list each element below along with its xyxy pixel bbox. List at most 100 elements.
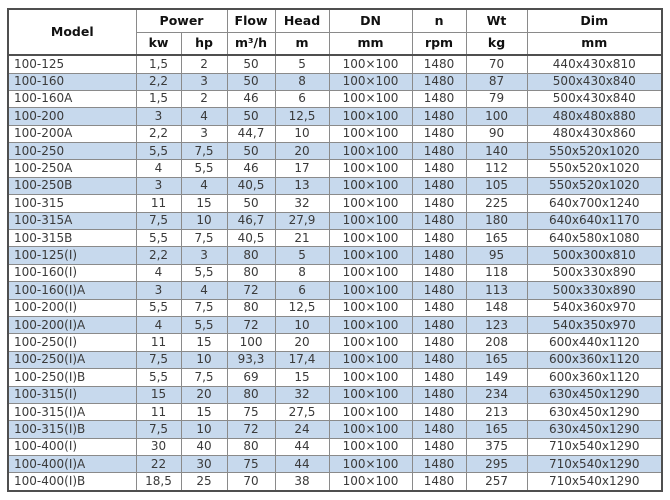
cell-flow: 72 <box>226 281 276 300</box>
cell-kw: 4 <box>135 159 182 178</box>
table-row: 100-250B 3 4 40,5 13 100×100 1480 105 550x520x10… <box>7 176 663 196</box>
cell-dn: 100×100 <box>328 263 413 283</box>
cell-wt: 148 <box>465 298 528 317</box>
cell-wt: 295 <box>465 455 528 474</box>
cell-kw: 11 <box>135 402 182 422</box>
cell-flow: 46 <box>226 89 276 109</box>
table-row: 100-160(I) 4 5,5 80 8 100×100 1480 118 500x330x8… <box>7 263 663 283</box>
cell-flow: 50 <box>226 72 276 91</box>
cell-n: 1480 <box>411 107 467 126</box>
cell-hp: 4 <box>180 176 228 196</box>
header-row-labels: Model Power Flow Head DN n Wt Dim <box>7 8 663 56</box>
cell-head: 32 <box>274 194 330 213</box>
cell-kw: 1,5 <box>135 89 182 109</box>
cell-model: 100-250(I)A <box>7 350 137 370</box>
unit-header-hp: hp <box>180 31 228 56</box>
cell-hp: 7,5 <box>180 368 228 387</box>
cell-head: 27,5 <box>274 402 330 422</box>
col-header-dim: Dim <box>526 8 663 33</box>
cell-dim: 440x430x810 <box>526 54 663 74</box>
cell-n: 1480 <box>411 455 467 474</box>
cell-model: 100-250 <box>7 142 137 161</box>
cell-model: 100-315(I)A <box>7 402 137 422</box>
cell-head: 10 <box>274 124 330 144</box>
table-row: 100-250(I) 11 15 100 20 100×100 1480 208 600x440… <box>7 333 663 352</box>
table-row: 100-315(I)A 11 15 75 27,5 100×100 1480 213 630x4… <box>7 402 663 422</box>
cell-wt: 79 <box>465 89 528 109</box>
cell-flow: 80 <box>226 437 276 457</box>
cell-head: 6 <box>274 281 330 300</box>
table-row: 100-160A 1,5 2 46 6 100×100 1480 79 500x430x840 <box>7 89 663 109</box>
cell-model: 100-125(I) <box>7 246 137 265</box>
table-row: 100-200A 2,2 3 44,7 10 100×100 1480 90 480x430x8… <box>7 124 663 144</box>
cell-wt: 90 <box>465 124 528 144</box>
unit-header-kw: kw <box>135 31 182 56</box>
unit-header-n: rpm <box>411 31 467 56</box>
cell-n: 1480 <box>411 350 467 370</box>
cell-dim: 500x330x890 <box>526 281 663 300</box>
cell-model: 100-250(I)B <box>7 368 137 387</box>
cell-model: 100-400(I) <box>7 437 137 457</box>
cell-hp: 5,5 <box>180 263 228 283</box>
cell-flow: 46,7 <box>226 211 276 231</box>
cell-flow: 44,7 <box>226 124 276 144</box>
cell-dn: 100×100 <box>328 107 413 126</box>
cell-dn: 100×100 <box>328 176 413 196</box>
cell-wt: 123 <box>465 315 528 335</box>
cell-model: 100-160 <box>7 72 137 91</box>
cell-kw: 11 <box>135 333 182 352</box>
pump-spec-table: Model Power Flow Head DN n Wt Dim kw hp … <box>7 8 664 492</box>
cell-wt: 213 <box>465 402 528 422</box>
cell-model: 100-315 <box>7 194 137 213</box>
table-row: 100-315(I) 15 20 80 32 100×100 1480 234 630x450x… <box>7 385 663 404</box>
cell-dim: 500x430x840 <box>526 89 663 109</box>
cell-dn: 100×100 <box>328 402 413 422</box>
table-row: 100-400(I) 30 40 80 44 100×100 1480 375 710x540x… <box>7 437 663 457</box>
cell-n: 1480 <box>411 246 467 265</box>
table-row: 100-250(I)A 7,5 10 93,3 17,4 100×100 1480 165 60… <box>7 350 663 370</box>
col-header-wt: Wt <box>465 8 528 33</box>
cell-hp: 5,5 <box>180 315 228 335</box>
cell-model: 100-160(I) <box>7 263 137 283</box>
cell-dim: 500x300x810 <box>526 246 663 265</box>
cell-kw: 4 <box>135 263 182 283</box>
cell-flow: 75 <box>226 402 276 422</box>
cell-flow: 70 <box>226 472 276 492</box>
cell-model: 100-250A <box>7 159 137 178</box>
table-row: 100-400(I)B 18,5 25 70 38 100×100 1480 257 710x5… <box>7 472 663 492</box>
cell-n: 1480 <box>411 333 467 352</box>
cell-model: 100-160(I)A <box>7 281 137 300</box>
cell-flow: 50 <box>226 107 276 126</box>
cell-dn: 100×100 <box>328 142 413 161</box>
unit-header-head: m <box>274 31 330 56</box>
cell-flow: 100 <box>226 333 276 352</box>
unit-header-wt: kg <box>465 31 528 56</box>
table-row: 100-200(I)A 4 5,5 72 10 100×100 1480 123 540x350… <box>7 315 663 335</box>
table-row: 100-160(I)A 3 4 72 6 100×100 1480 113 500x330x89… <box>7 281 663 300</box>
cell-kw: 3 <box>135 176 182 196</box>
cell-flow: 50 <box>226 54 276 74</box>
cell-dn: 100×100 <box>328 350 413 370</box>
cell-n: 1480 <box>411 437 467 457</box>
cell-model: 100-315A <box>7 211 137 231</box>
cell-n: 1480 <box>411 298 467 317</box>
cell-flow: 80 <box>226 385 276 404</box>
table-row: 100-315(I)B 7,5 10 72 24 100×100 1480 165 630x45… <box>7 420 663 439</box>
cell-wt: 140 <box>465 142 528 161</box>
cell-hp: 3 <box>180 246 228 265</box>
cell-model: 100-200A <box>7 124 137 144</box>
cell-wt: 234 <box>465 385 528 404</box>
cell-flow: 69 <box>226 368 276 387</box>
cell-wt: 100 <box>465 107 528 126</box>
cell-kw: 18,5 <box>135 472 182 492</box>
cell-n: 1480 <box>411 176 467 196</box>
cell-head: 38 <box>274 472 330 492</box>
cell-n: 1480 <box>411 194 467 213</box>
cell-dim: 640x700x1240 <box>526 194 663 213</box>
cell-kw: 3 <box>135 281 182 300</box>
cell-head: 15 <box>274 368 330 387</box>
cell-model: 100-160A <box>7 89 137 109</box>
cell-model: 100-315B <box>7 229 137 248</box>
cell-dn: 100×100 <box>328 315 413 335</box>
